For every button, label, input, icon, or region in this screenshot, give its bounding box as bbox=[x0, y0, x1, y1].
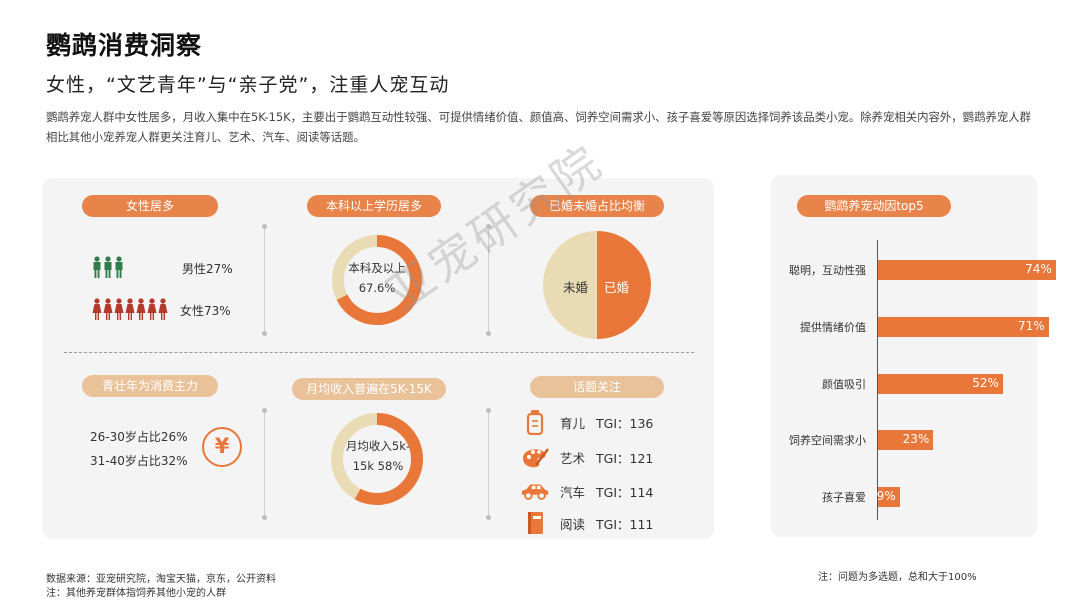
book-icon bbox=[520, 510, 550, 536]
age-line-2: 31-40岁占比32% bbox=[90, 454, 188, 468]
bar-row: 颜值吸引 52% bbox=[780, 374, 1030, 394]
unmarried-label: 未婚 bbox=[563, 280, 589, 295]
topic-row-reading: 阅读 TGI：111 bbox=[520, 509, 653, 537]
bar-value-label: 23% bbox=[902, 432, 930, 446]
education-center-label: 本科及以上 67.6% bbox=[327, 258, 427, 298]
income-center-line2: 15k 58% bbox=[352, 459, 404, 473]
female-share-label: 女性73% bbox=[180, 304, 231, 318]
male-person-icon bbox=[115, 256, 123, 278]
unmarried-slice bbox=[543, 231, 597, 339]
separator-bottom-left bbox=[262, 408, 267, 520]
topic-tgi: TGI：114 bbox=[596, 484, 654, 500]
motives-pill: 鹦鹉养宠动因top5 bbox=[797, 195, 951, 217]
bar-row: 聪明，互动性强 74% bbox=[780, 260, 1056, 280]
income-donut bbox=[331, 413, 423, 505]
bar: 74% bbox=[878, 260, 1056, 280]
topic-tgi: TGI：136 bbox=[596, 415, 654, 431]
palette-icon bbox=[520, 444, 550, 470]
education-center-line2: 67.6% bbox=[358, 281, 396, 295]
separator-bottom-right bbox=[486, 408, 491, 520]
female-person-icon bbox=[92, 298, 102, 320]
source-note: 数据来源：亚宠研究院，淘宝天猫，京东，公开资料 bbox=[46, 574, 276, 585]
bar-category-label: 孩子喜爱 bbox=[822, 491, 866, 504]
married-label: 已婚 bbox=[604, 280, 630, 295]
bar-category-label: 饲养空间需求小 bbox=[789, 434, 866, 447]
female-person-icon bbox=[147, 298, 157, 320]
married-slice bbox=[597, 231, 651, 339]
topic-row-car: 汽车 TGI：114 bbox=[520, 477, 653, 505]
education-center-line1: 本科及以上 bbox=[348, 261, 406, 275]
topic-label: 艺术 bbox=[560, 450, 586, 466]
female-person-icon bbox=[125, 298, 135, 320]
baby-bottle-icon bbox=[520, 409, 550, 435]
education-donut-arc bbox=[332, 235, 422, 325]
bar-category-label: 颜值吸引 bbox=[822, 378, 866, 391]
page-title: 鹦鹉消费洞察 bbox=[46, 31, 203, 60]
bar-value-label: 74% bbox=[1025, 262, 1052, 276]
bar-row: 孩子喜爱 9% bbox=[780, 487, 1030, 507]
education-pill: 本科以上学历居多 bbox=[307, 195, 441, 217]
male-share-label: 男性27% bbox=[182, 262, 233, 276]
topic-label: 汽车 bbox=[560, 484, 586, 500]
separator-top-left bbox=[262, 224, 267, 336]
marriage-pill: 已婚未婚占比均衡 bbox=[530, 195, 664, 217]
marriage-pie bbox=[543, 231, 651, 339]
section-divider bbox=[64, 352, 694, 353]
topic-label: 育儿 bbox=[560, 415, 586, 431]
topic-row-art: 艺术 TGI：121 bbox=[520, 443, 653, 471]
female-pictogram bbox=[92, 298, 168, 320]
intro-paragraph: 鹦鹉养宠人群中女性居多，月收入集中在5K-15K，主要出于鹦鹉互动性较强、可提供… bbox=[46, 110, 1032, 144]
male-person-icon bbox=[104, 256, 112, 278]
bar-value-label: 9% bbox=[876, 489, 896, 503]
bar-row: 饲养空间需求小 23% bbox=[780, 430, 1030, 450]
topic-row-parenting: 育儿 TGI：136 bbox=[520, 408, 653, 436]
bar-category-label: 提供情绪价值 bbox=[800, 321, 866, 334]
gender-pill: 女性居多 bbox=[82, 195, 218, 217]
income-donut-arc bbox=[331, 413, 423, 505]
topic-tgi: TGI：111 bbox=[596, 516, 654, 532]
page-subtitle: 女性，“文艺青年”与“亲子党”，注重人宠互动 bbox=[46, 74, 450, 96]
female-person-icon bbox=[103, 298, 113, 320]
topic-label: 阅读 bbox=[560, 516, 586, 532]
bar-value-label: 71% bbox=[1017, 319, 1045, 333]
topic-tgi: TGI：121 bbox=[596, 450, 654, 466]
age-line-1: 26-30岁占比26% bbox=[90, 430, 188, 444]
bar: 71% bbox=[878, 317, 1049, 337]
bar-value-label: 52% bbox=[972, 376, 999, 390]
income-center-line1: 月均收入5k- bbox=[345, 439, 411, 453]
multi-choice-note: 注：问题为多选题，总和大于100% bbox=[818, 572, 977, 583]
female-person-icon bbox=[136, 298, 146, 320]
group-note: 注：其他养宠群体指饲养其他小宠的人群 bbox=[46, 588, 226, 599]
income-center-label: 月均收入5k- 15k 58% bbox=[330, 436, 426, 476]
bar: 23% bbox=[878, 430, 934, 450]
separator-top-right bbox=[486, 224, 491, 336]
income-pill: 月均收入普遍在5K-15K bbox=[292, 378, 446, 400]
car-icon bbox=[520, 478, 550, 504]
male-pictogram bbox=[92, 256, 124, 278]
age-pill: 青壮年为消费主力 bbox=[82, 375, 218, 397]
female-person-icon bbox=[158, 298, 168, 320]
bar-category-label: 聪明，互动性强 bbox=[789, 264, 866, 277]
bar-row: 提供情绪价值 71% bbox=[780, 317, 1049, 337]
motives-axis bbox=[877, 240, 878, 520]
male-person-icon bbox=[93, 256, 101, 278]
yuan-icon: ¥ bbox=[202, 427, 242, 467]
bar: 52% bbox=[878, 374, 1003, 394]
bar: 9% bbox=[876, 487, 900, 507]
female-person-icon bbox=[114, 298, 124, 320]
education-donut bbox=[332, 235, 422, 325]
topics-pill: 话题关注 bbox=[530, 376, 664, 398]
motives-panel bbox=[771, 175, 1037, 537]
